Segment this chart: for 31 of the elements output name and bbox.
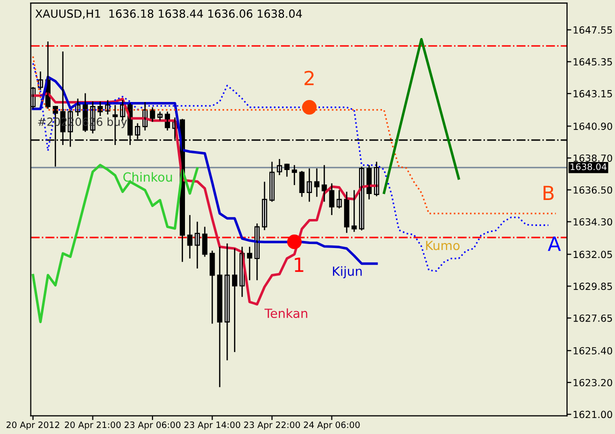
y-tick-label: 1632.05	[574, 250, 612, 258]
y-tick-label: 1629.85	[574, 282, 612, 290]
y-tick-label: 1623.20	[574, 378, 612, 386]
y-tick-label: 1621.00	[574, 410, 612, 418]
x-tick-label: 20 Apr 21:00	[64, 421, 121, 430]
series-label: Tenkan	[264, 308, 308, 318]
y-tick-label: 1643.15	[574, 90, 612, 98]
y-tick-label: 1634.30	[574, 218, 612, 226]
series-label: 1	[294, 258, 304, 272]
x-tick-label: 23 Apr 06:00	[124, 421, 180, 430]
y-tick-label: 1647.55	[574, 26, 612, 34]
y-tick-label: 1645.35	[574, 58, 612, 66]
x-tick-label: 23 Apr 22:00	[244, 421, 300, 430]
x-tick-label: 20 Apr 2012	[6, 421, 60, 430]
series-label: Kijun	[332, 266, 362, 278]
x-tick-label: 23 Apr 14:00	[184, 421, 240, 430]
series-label: B	[544, 186, 554, 200]
x-tick-label: 24 Apr 06:00	[304, 421, 360, 430]
series-label: Chinkou	[123, 172, 172, 182]
text: XAUUSD,H1 1636.18 1638.44 1636.06 1638.04	[35, 9, 302, 19]
series-label: A	[548, 236, 561, 251]
line-series	[32, 56, 557, 214]
y-tick-label: 1636.50	[574, 186, 612, 194]
y-tick-label: 1638.70	[574, 154, 612, 162]
series-label: 2	[304, 70, 314, 86]
y-tick-label: 1640.90	[574, 122, 612, 130]
line-series	[32, 164, 199, 324]
ref-line-label: 1638.04	[570, 163, 607, 170]
y-tick-label: 1625.40	[574, 347, 612, 354]
annotation: Kumo	[426, 240, 460, 250]
y-tick-label: 1627.65	[574, 314, 612, 322]
